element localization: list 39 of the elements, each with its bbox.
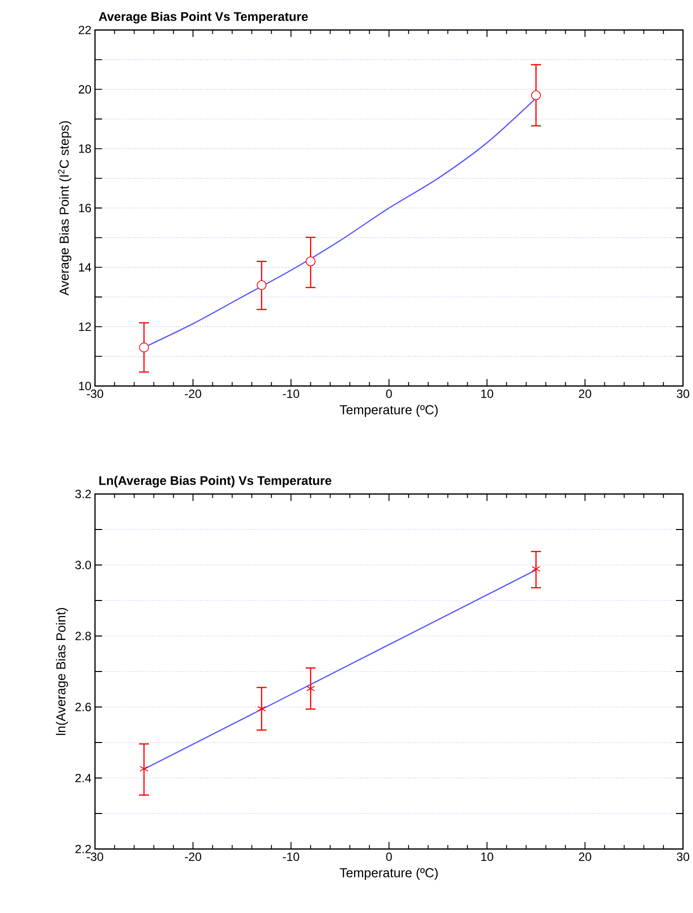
y-tick-label: 2.4 — [75, 774, 92, 782]
y-tick-label: 16 — [79, 204, 91, 212]
x-axis-title: Temperature (ºC) — [340, 404, 438, 417]
x-tick-label: -20 — [184, 852, 202, 861]
x-tick-label: -10 — [282, 390, 300, 398]
y-tick-label: 20 — [78, 85, 92, 94]
point — [531, 90, 541, 100]
y-tick-label: 2.6 — [75, 702, 91, 712]
y-axis-title: Average Bias Point (I$^{2}$C steps) — [58, 121, 72, 296]
y-tick-label: 18 — [79, 144, 91, 153]
y-tick-label: 10 — [79, 382, 92, 390]
point — [306, 256, 316, 266]
x-axis-title: Temperature (ºC) — [340, 868, 438, 880]
x-tick-label: 30 — [676, 390, 690, 398]
x-tick-label: 10 — [481, 390, 494, 398]
y-tick-label: 12 — [79, 322, 91, 331]
x-tick-label: -20 — [184, 390, 202, 398]
x-tick-label: 10 — [481, 852, 494, 861]
x-tick-label: 20 — [578, 852, 592, 861]
x-tick-label: 20 — [578, 390, 592, 398]
point — [306, 684, 315, 694]
y-tick-label: 14 — [79, 263, 92, 272]
y-tick-label: 3.0 — [75, 560, 92, 570]
y-tick-label: 2.2 — [75, 844, 91, 854]
point — [257, 704, 266, 714]
x-tick-label: 30 — [676, 852, 690, 861]
chart-title: Ln(Average Bias Point) Vs Temperature — [99, 476, 332, 488]
x-tick-label: 0 — [386, 852, 392, 861]
y-tick-label: 2.8 — [75, 632, 91, 640]
point — [139, 342, 149, 352]
chart-title: Average Bias Point Vs Temperature — [98, 12, 308, 24]
y-tick-label: 22 — [78, 26, 91, 34]
point — [256, 280, 267, 290]
x-tick-label: -10 — [282, 852, 300, 861]
x-tick-label: 0 — [386, 390, 392, 398]
x-tick-label: -30 — [86, 390, 104, 398]
y-axis-title: ln(Average Bias Point) — [56, 608, 68, 735]
x-tick-label: -30 — [86, 852, 104, 861]
y-tick-label: 3.2 — [75, 490, 91, 498]
